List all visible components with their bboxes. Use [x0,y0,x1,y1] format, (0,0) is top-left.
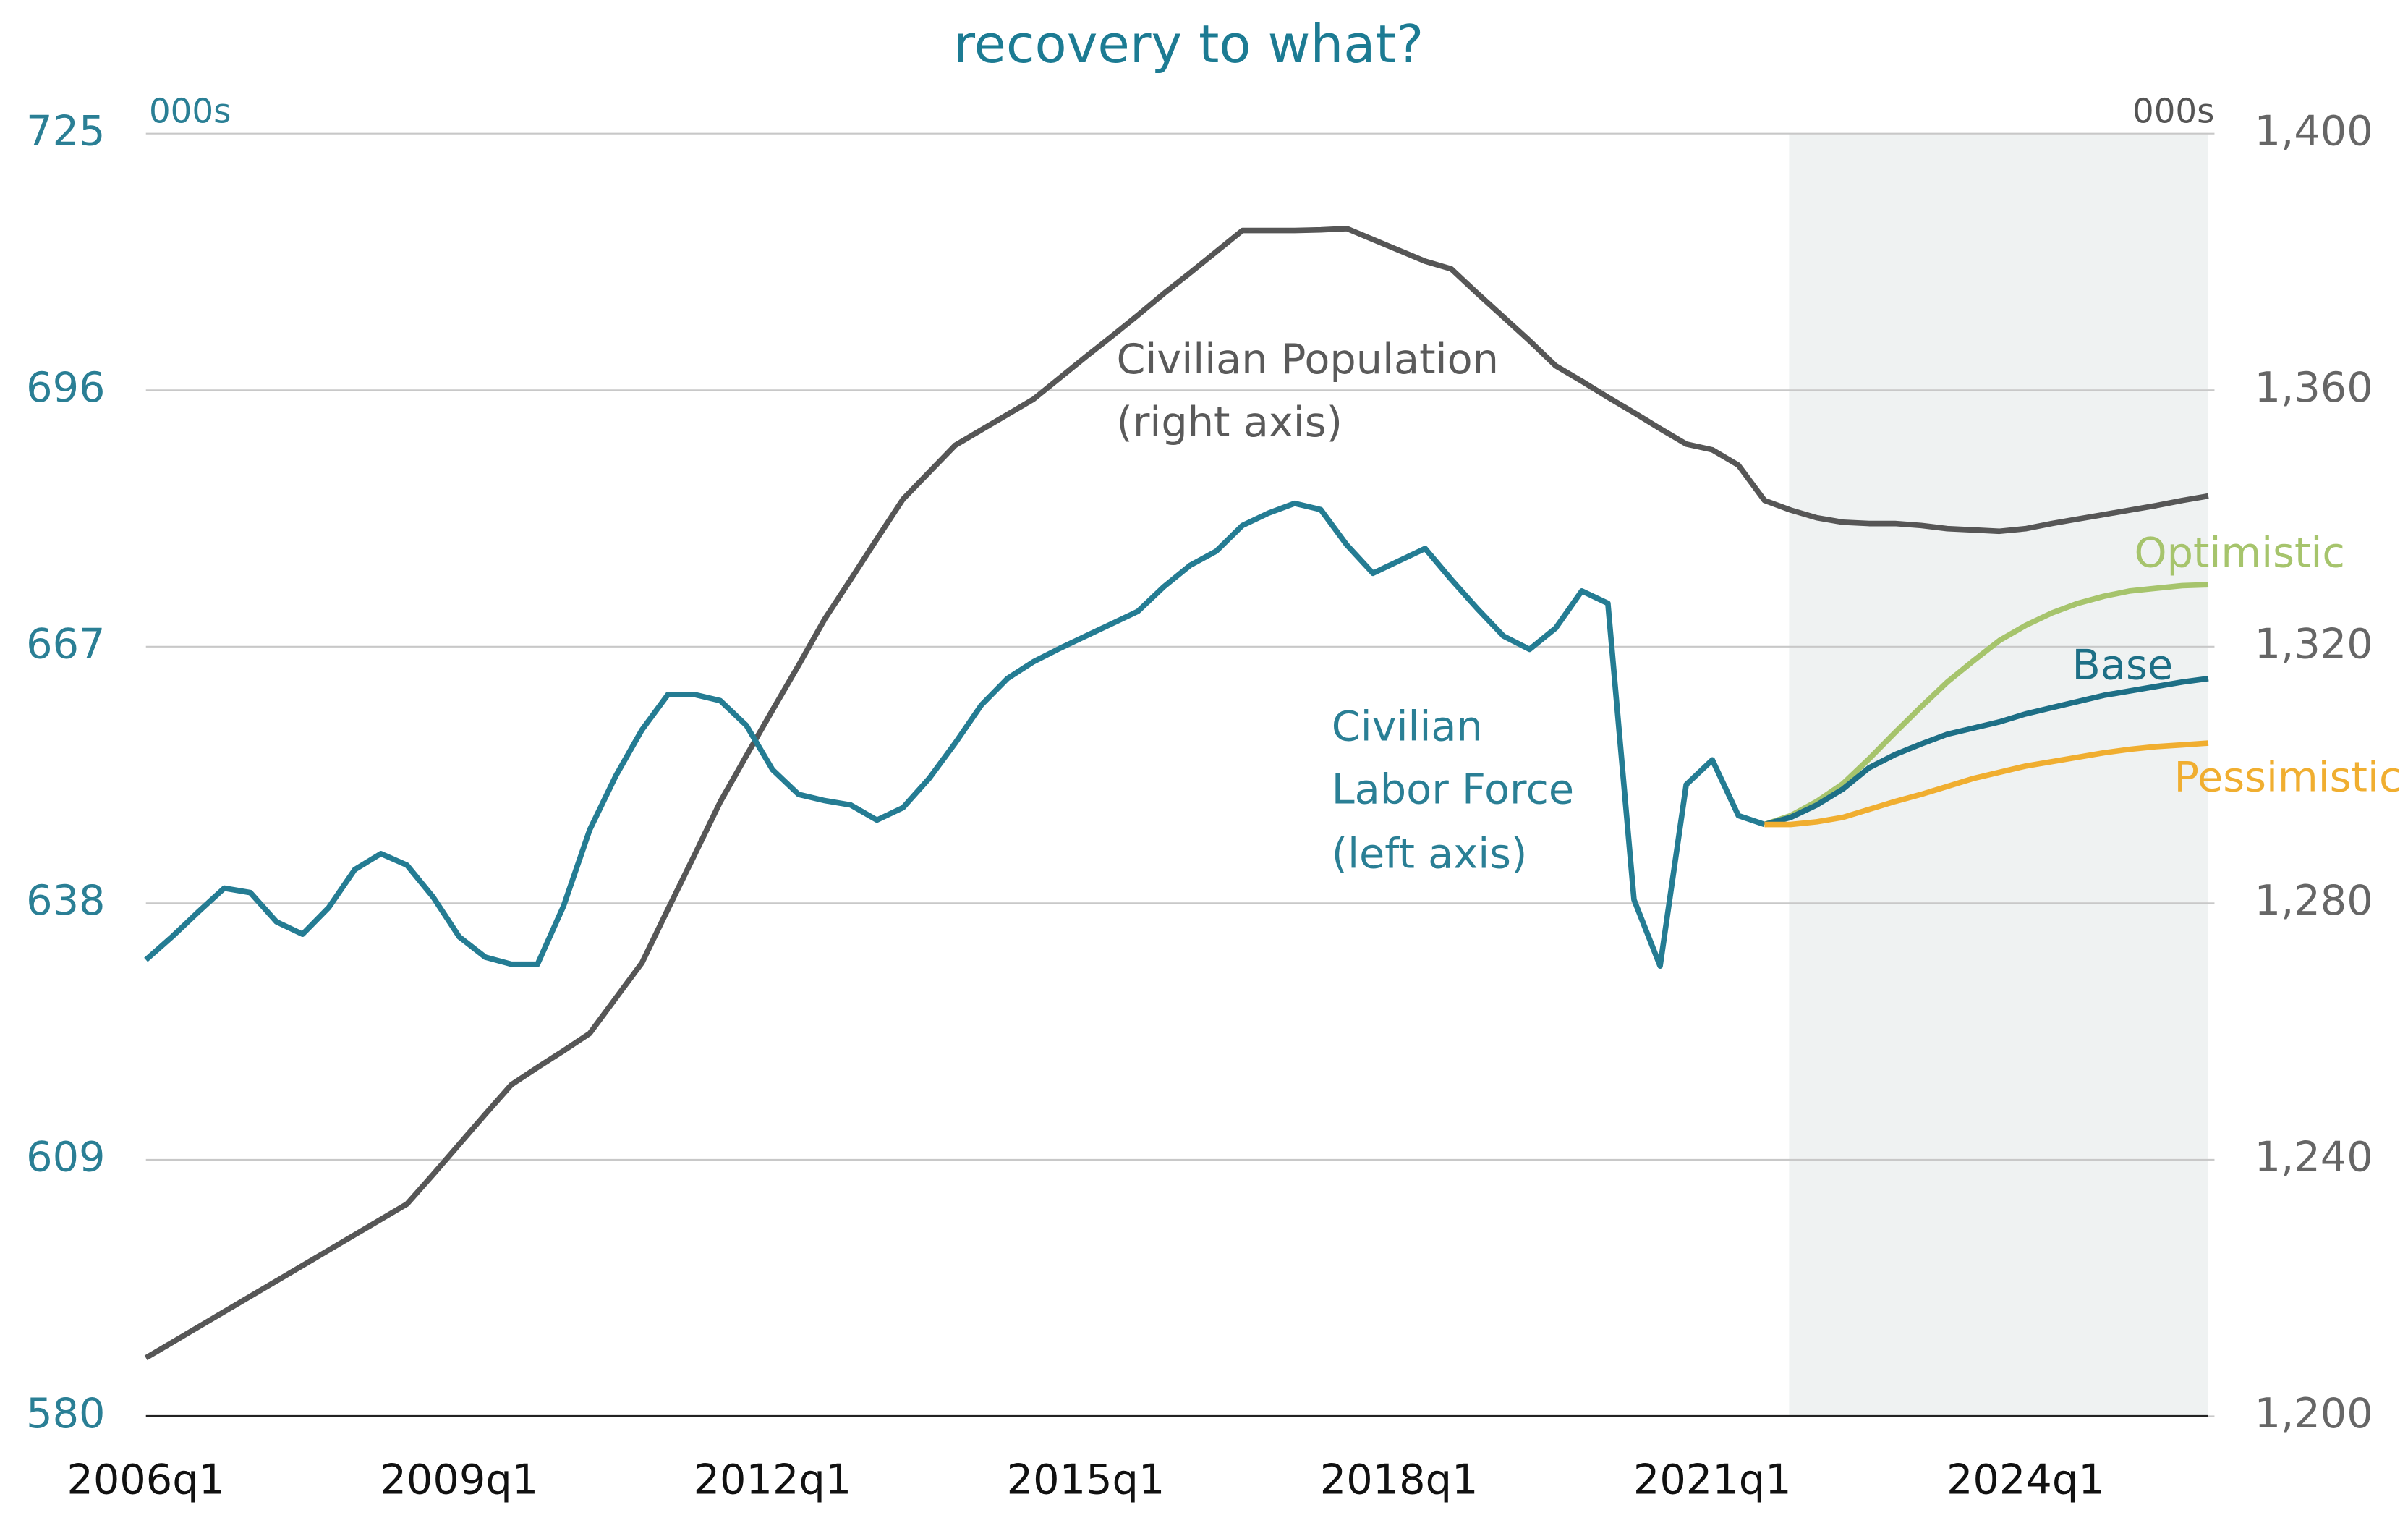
series-line [1764,582,2209,828]
y-tick-label: 638 [26,876,105,925]
labels: 580 609 638 667 696 725 1,200 1,240 1,280 1,320 1,… [26,106,2401,1503]
x-tick-label: 2006q1 [67,1455,225,1503]
y2-tick-label: 1,200 [2255,1389,2373,1438]
series-label: Civilian Labor Force [1331,703,1575,815]
y-tick-label: 725 [26,106,105,155]
y-unit-label: 000s [149,93,231,132]
x-tick-label: 2012q1 [694,1455,852,1503]
chart-title: recovery to what? [953,14,1424,75]
y-tick-label: 667 [26,619,105,668]
y-tick-label: 609 [26,1133,105,1182]
series-label: Civilian Population [1116,336,1499,384]
series-label: Civilian Population [1116,336,1499,384]
series-line [1764,740,2209,828]
x-tick-label: 2018q1 [1320,1455,1479,1503]
series-label: Base [2072,642,2174,690]
x-tick-label: 2021q1 [1633,1455,1792,1503]
series-label: Pessimistic [2174,754,2402,802]
y2-tick-label: 1,360 [2255,363,2373,412]
series-note: (right axis) [1116,399,1343,447]
series-note: (left axis) [1331,831,1528,879]
series-label: Base [2072,642,2174,690]
series-line [144,226,2209,1361]
y2-unit-label: 000s [2132,93,2214,132]
series-label: Optimistic [2134,530,2345,578]
y-tick-label: 696 [26,363,105,412]
y2-tick-label: 1,240 [2255,1133,2373,1182]
x-tick-label: 2009q1 [380,1455,538,1503]
grid [145,132,2215,1418]
series-label: Optimistic [2134,530,2345,578]
lines [144,226,2209,1361]
x-tick-label: 2024q1 [1947,1455,2105,1503]
series-label: Pessimistic [2174,754,2402,802]
series-label: Civilian Labor Force [1331,703,1575,815]
x-tick-label: 2015q1 [1007,1455,1165,1503]
y-tick-label: 580 [26,1389,105,1438]
series-note: (right axis) [1116,399,1343,447]
y2-tick-label: 1,400 [2255,106,2373,155]
series-note: (left axis) [1331,831,1528,879]
series-line [1764,676,2209,828]
y2-tick-label: 1,280 [2255,876,2373,925]
y2-tick-label: 1,320 [2255,619,2373,668]
series-line [144,500,1766,969]
